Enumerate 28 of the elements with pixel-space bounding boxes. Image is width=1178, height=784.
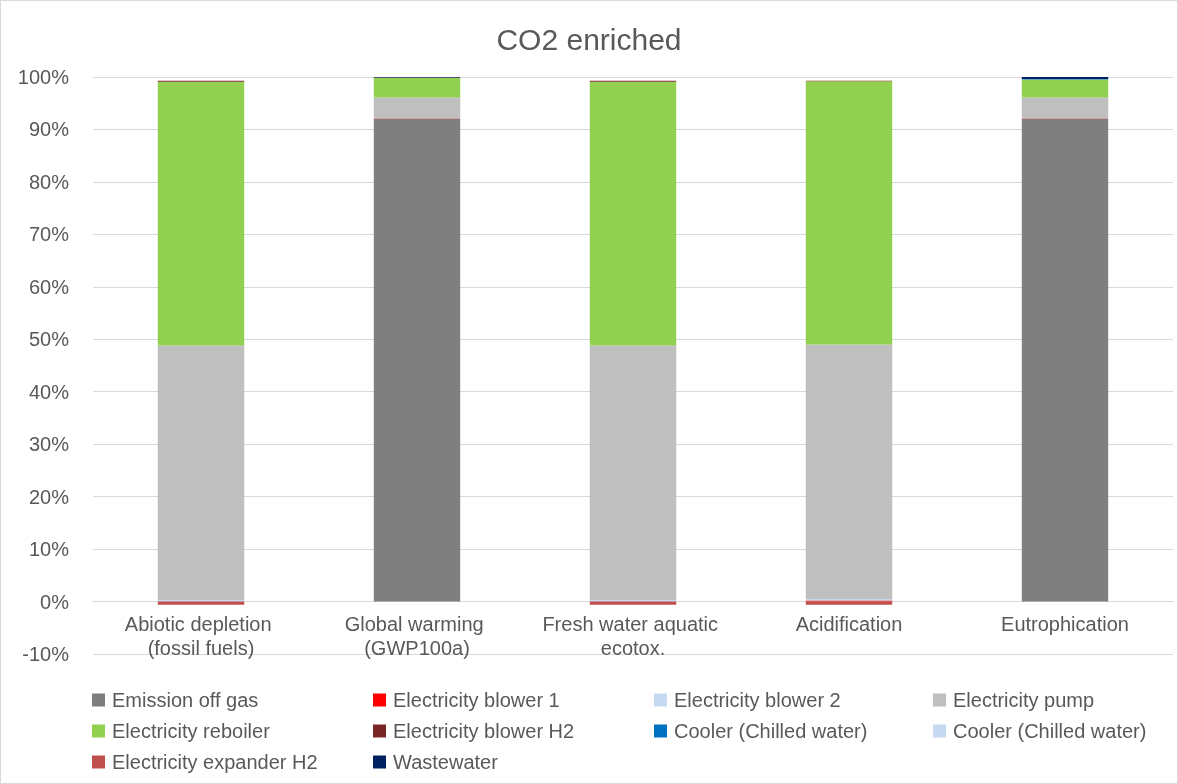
legend-label: Electricity expander H2 [112,751,318,773]
y-tick-label: 10% [28,538,70,561]
legend-label: Cooler (Chilled water) [674,720,868,742]
y-tick-label: 60% [28,275,70,298]
y-tick-label: 70% [28,223,70,246]
y-tick-label: 20% [28,485,70,508]
x-tick-label: Fresh water aquatic ecotox. [542,612,724,659]
y-tick-label: 30% [28,433,70,456]
y-tick-label: 90% [28,118,70,141]
y-tick-label: 0% [40,590,70,613]
legend-label: Electricity blower 1 [393,689,560,711]
legend-label: Cooler (Chilled water) [953,720,1147,742]
y-tick-label: -10% [22,643,70,665]
x-tick-label: Eutrophication [1001,612,1129,635]
legend-label: Electricity pump [953,689,1095,711]
legend-label: Electricity blower 2 [674,689,841,711]
y-tick-label: 80% [28,170,70,193]
x-tick-label: Acidification [795,612,903,635]
y-tick-label: 100% [17,66,70,88]
legend-label: Emission off gas [112,689,259,711]
x-tick-label: Abiotic depletion (fossil fuels) [124,612,278,659]
y-tick-label: 40% [28,380,70,403]
legend-label: Electricity blower H2 [393,720,575,742]
legend-label: Electricity reboiler [112,720,271,742]
legend-label: Wastewater [393,751,499,773]
x-tick-label: Global warming (GWP100a) [344,612,490,659]
chart-title: CO2 enriched [496,22,682,56]
y-tick-label: 50% [28,328,70,351]
